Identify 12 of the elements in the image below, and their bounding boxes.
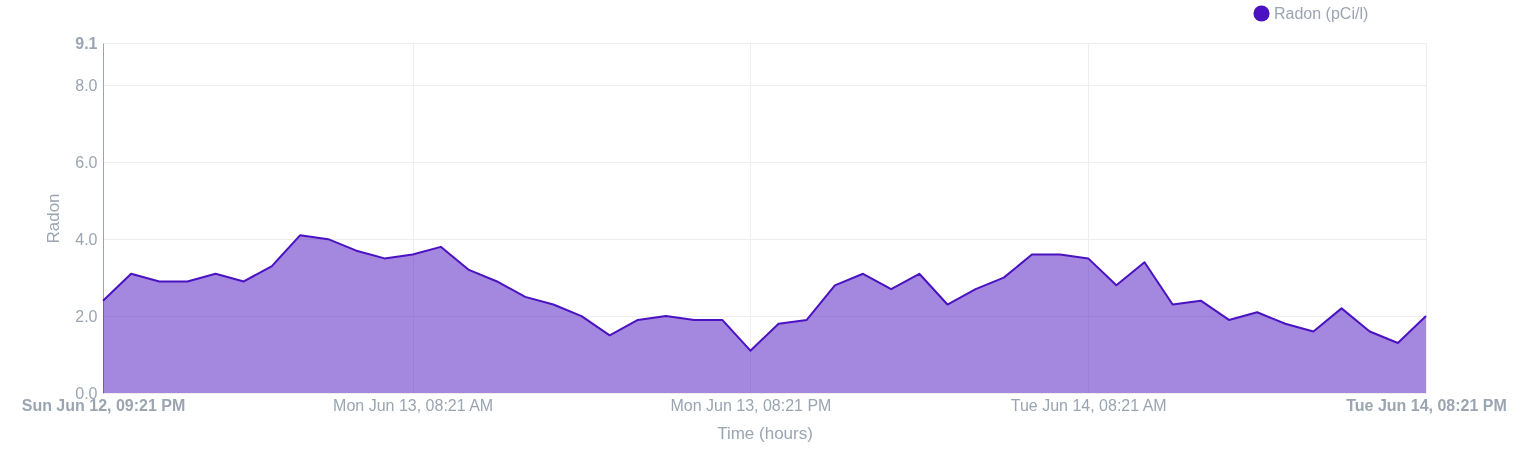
x-tick-label: Mon Jun 13, 08:21 AM (333, 396, 494, 414)
y-tick-label: 8.0 (75, 76, 98, 94)
legend-label: Radon (pCi/l) (1274, 4, 1369, 22)
y-axis-title: Radon (44, 193, 64, 244)
x-tick-label: Mon Jun 13, 08:21 PM (670, 396, 832, 414)
x-tick-label: Tue Jun 14, 08:21 PM (1346, 396, 1507, 414)
x-axis-title: Time (hours) (717, 423, 813, 443)
x-tick-label: Tue Jun 14, 08:21 AM (1010, 396, 1167, 414)
y-tick-label: 6.0 (75, 153, 98, 171)
y-tick-label: 4.0 (75, 230, 98, 248)
y-tick-label: 9.1 (75, 34, 98, 52)
y-tick-label: 2.0 (75, 307, 98, 325)
